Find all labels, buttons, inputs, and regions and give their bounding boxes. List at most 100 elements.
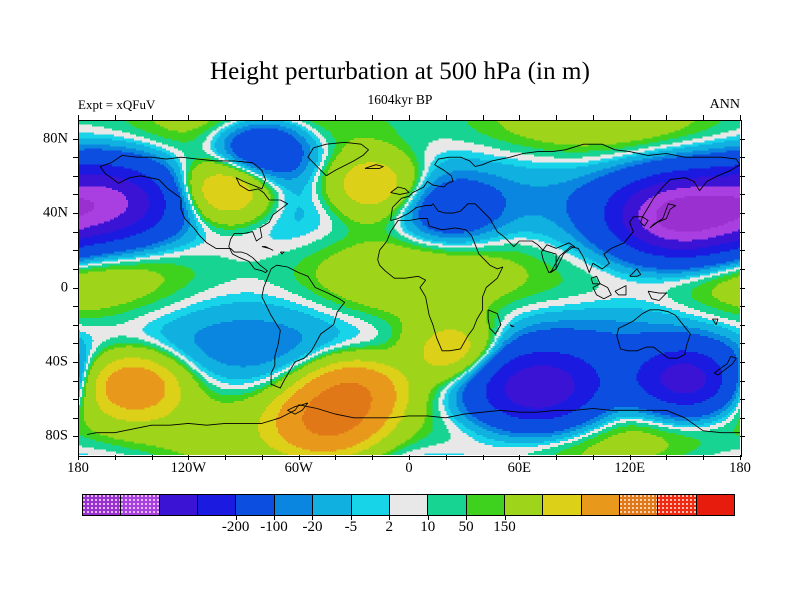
x-axis-tick bbox=[740, 115, 741, 120]
y-axis-label: 40N bbox=[0, 205, 68, 222]
y-axis-tick bbox=[73, 343, 78, 344]
stipple-pattern bbox=[620, 495, 657, 515]
x-axis-tick bbox=[446, 455, 447, 460]
colorbar-swatch[interactable] bbox=[159, 495, 197, 515]
x-axis-tick bbox=[152, 455, 153, 460]
y-axis-tick bbox=[73, 232, 78, 233]
x-axis-tick bbox=[225, 455, 226, 460]
y-axis-label: 40S bbox=[0, 353, 68, 370]
stipple-pattern bbox=[83, 495, 120, 515]
colorbar-tick-label: 150 bbox=[493, 519, 516, 536]
colorbar-tick-label: -200 bbox=[222, 519, 250, 536]
y-axis-tick bbox=[740, 139, 745, 140]
y-axis-tick bbox=[73, 176, 78, 177]
colorbar-tick-label: -5 bbox=[345, 519, 358, 536]
colorbar-tick-label: 2 bbox=[386, 519, 394, 536]
colorbar[interactable] bbox=[82, 494, 735, 516]
x-axis-tick bbox=[225, 115, 226, 120]
y-axis-tick bbox=[73, 418, 78, 419]
y-axis-tick bbox=[73, 325, 78, 326]
colorbar-swatch[interactable] bbox=[696, 495, 734, 515]
colorbar-swatch[interactable] bbox=[619, 495, 657, 515]
colorbar-swatch[interactable] bbox=[542, 495, 580, 515]
y-axis-tick bbox=[73, 436, 78, 437]
stipple-pattern bbox=[658, 495, 695, 515]
colorbar-tick-label: -100 bbox=[260, 519, 288, 536]
x-axis-tick bbox=[519, 115, 520, 120]
x-axis-tick bbox=[152, 115, 153, 120]
y-axis-tick bbox=[740, 362, 745, 363]
y-axis-tick bbox=[73, 306, 78, 307]
x-axis-tick bbox=[372, 455, 373, 460]
x-axis-tick bbox=[335, 115, 336, 120]
y-axis-tick bbox=[740, 194, 745, 195]
season-label: ANN bbox=[0, 97, 740, 113]
x-axis-label: 60W bbox=[285, 460, 313, 477]
x-axis-tick bbox=[78, 115, 79, 120]
x-axis-tick bbox=[593, 115, 594, 120]
y-axis-tick bbox=[740, 232, 745, 233]
x-axis-tick bbox=[262, 455, 263, 460]
y-axis-tick bbox=[740, 399, 745, 400]
y-axis-tick bbox=[73, 288, 78, 289]
x-axis-label: 60E bbox=[508, 460, 531, 477]
x-axis-tick bbox=[483, 455, 484, 460]
y-axis-tick bbox=[73, 399, 78, 400]
colorbar-swatch[interactable] bbox=[389, 495, 427, 515]
y-axis-tick bbox=[740, 343, 745, 344]
y-axis-tick bbox=[73, 362, 78, 363]
y-axis-label: 80S bbox=[0, 428, 68, 445]
y-axis-label: 0 bbox=[0, 279, 68, 296]
x-axis-tick bbox=[262, 115, 263, 120]
page-title: Height perturbation at 500 hPa (in m) bbox=[0, 58, 800, 86]
y-axis-tick bbox=[740, 269, 745, 270]
colorbar-tick-label: 10 bbox=[420, 519, 435, 536]
x-axis-tick bbox=[299, 115, 300, 120]
x-axis-label: 180 bbox=[729, 460, 751, 477]
stipple-pattern bbox=[121, 495, 158, 515]
y-axis-tick bbox=[740, 306, 745, 307]
y-axis-tick bbox=[73, 194, 78, 195]
colorbar-swatch[interactable] bbox=[427, 495, 465, 515]
x-axis-tick bbox=[556, 115, 557, 120]
x-axis-tick bbox=[372, 115, 373, 120]
y-axis-label: 80N bbox=[0, 130, 68, 147]
colorbar-swatch[interactable] bbox=[235, 495, 273, 515]
colorbar-swatch[interactable] bbox=[351, 495, 389, 515]
y-axis-tick bbox=[73, 381, 78, 382]
colorbar-swatch[interactable] bbox=[466, 495, 504, 515]
colorbar-swatch[interactable] bbox=[504, 495, 542, 515]
colorbar-swatch[interactable] bbox=[274, 495, 312, 515]
y-axis-tick bbox=[73, 213, 78, 214]
x-axis-tick bbox=[666, 455, 667, 460]
x-axis-tick bbox=[115, 115, 116, 120]
x-axis-tick bbox=[188, 115, 189, 120]
y-axis-tick bbox=[73, 250, 78, 251]
colorbar-swatch[interactable] bbox=[83, 495, 120, 515]
x-axis-tick bbox=[703, 115, 704, 120]
colorbar-swatch[interactable] bbox=[312, 495, 350, 515]
y-axis-tick bbox=[73, 269, 78, 270]
map-plot-area bbox=[78, 120, 740, 455]
colorbar-swatch[interactable] bbox=[120, 495, 158, 515]
y-axis-tick bbox=[740, 157, 745, 158]
y-axis-tick bbox=[740, 418, 745, 419]
y-axis-tick bbox=[740, 250, 745, 251]
colorbar-swatch[interactable] bbox=[657, 495, 695, 515]
x-axis-tick bbox=[703, 455, 704, 460]
x-axis-tick bbox=[630, 115, 631, 120]
colorbar-swatch[interactable] bbox=[581, 495, 619, 515]
contour-map bbox=[78, 120, 740, 455]
x-axis-label: 0 bbox=[405, 460, 412, 477]
y-axis-tick bbox=[740, 381, 745, 382]
x-axis-tick bbox=[593, 455, 594, 460]
x-axis-tick bbox=[666, 115, 667, 120]
y-axis-tick bbox=[740, 213, 745, 214]
colorbar-tick-label: -20 bbox=[302, 519, 322, 536]
x-axis-label: 120E bbox=[614, 460, 645, 477]
y-axis-tick bbox=[740, 176, 745, 177]
colorbar-swatch[interactable] bbox=[197, 495, 235, 515]
x-axis-tick bbox=[335, 455, 336, 460]
y-axis-tick bbox=[73, 139, 78, 140]
